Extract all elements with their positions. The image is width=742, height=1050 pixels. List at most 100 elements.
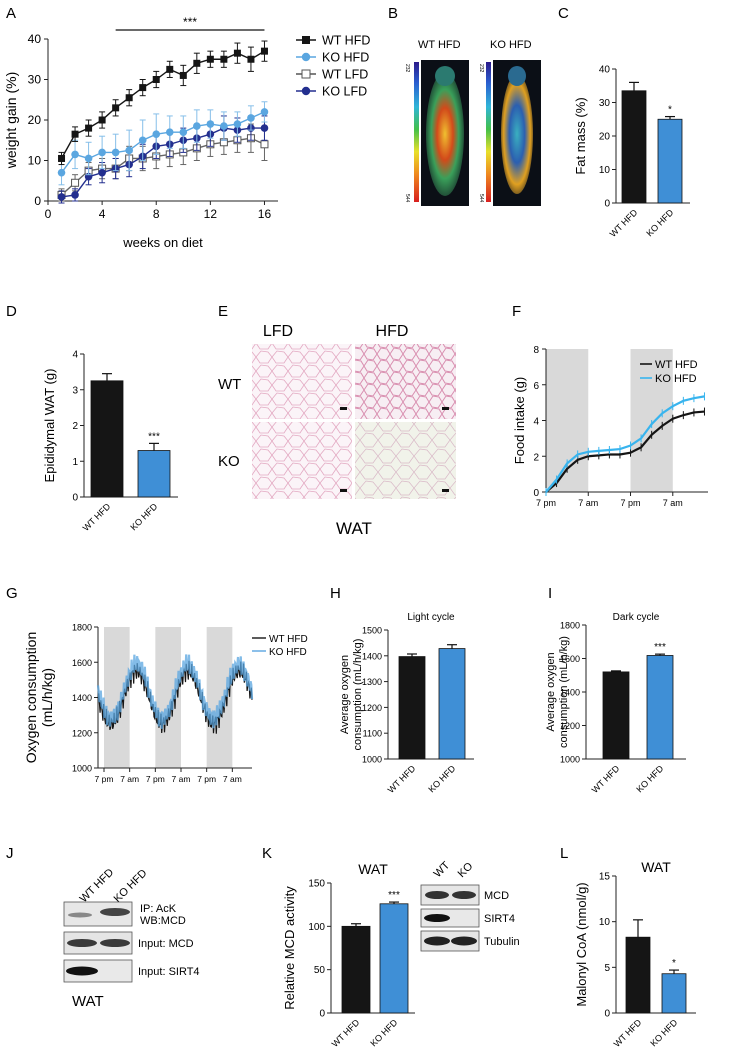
y-axis-label: Relative MCD activity [282,886,297,1010]
y-tick-label: 1000 [362,755,382,765]
category-label: KO HFD [634,763,665,794]
data-point [220,122,228,130]
blot-lane-wt: WT [432,859,453,880]
histology-wt-lfd [252,344,352,419]
significance-marker: *** [183,15,197,29]
y-tick-label: 0 [604,199,610,210]
x-tick-label: 0 [45,207,52,221]
y-tick-label: 1000 [560,755,580,765]
y-tick-label: 1300 [362,677,382,687]
panel-label-a: A [6,5,16,22]
legend-marker [302,36,310,44]
x-tick-label: 7 pm [536,498,556,508]
y-tick-label: 20 [28,113,42,127]
data-point [193,122,201,130]
data-point [57,168,66,177]
y-tick-label: 1200 [362,703,382,713]
data-point [98,116,106,124]
y-tick-label: 30 [28,73,42,87]
data-point [85,124,93,132]
y-tick-label: 20 [599,132,611,143]
food-intake-chart: 0 2 4 6 8 7 pm 7 am 7 pm 7 am Food intake (g) WT H… [512,345,708,508]
data-point [98,148,106,157]
scale-bottom-ko: 544 [478,194,484,203]
data-point [233,49,241,57]
bar-ko-hfd [438,648,466,760]
y-tick-label: 10 [599,917,611,928]
y-axis-label: Epididymal WAT (g) [42,369,57,483]
y-axis-label: Average oxygen [545,652,557,731]
mri-body-ko [501,74,533,194]
significance-marker: * [672,958,676,969]
mri-body-wt [426,72,464,196]
category-label: WT HFD [590,763,622,795]
y-tick-label: 0 [319,1009,325,1020]
panel-label-h: H [330,585,341,602]
series-line [60,50,265,159]
category-label: KO HFD [128,501,159,532]
y-tick-label: 150 [308,879,325,890]
panel-label-c: C [558,5,569,22]
mri-label-ko: KO HFD [490,39,532,51]
y-tick-label: 1100 [363,729,382,739]
bar-ko-hfd [657,118,683,204]
data-point [71,130,79,138]
data-point [112,104,120,112]
light-cycle-chart: 1000 1100 1200 1300 1400 1500 WT HFD KO HFD Ligh… [339,612,474,795]
mri-head-wt [435,66,455,86]
y-tick-label: 100 [308,922,325,933]
data-point [233,120,242,128]
y-axis-label: Average oxygen [339,655,351,734]
y-tick-label: 1400 [560,688,580,698]
y-tick-label: 8 [533,345,539,356]
x-tick-label: 4 [99,207,106,221]
y-tick-label: 15 [599,872,611,883]
series-line [96,654,254,729]
panel-label-l: L [560,845,568,862]
scale-bar [442,489,449,492]
panel-label-g: G [6,585,18,602]
data-point [247,114,255,122]
y-tick-label: 2 [72,421,78,432]
blot-lane-wt: WT HFD [78,866,117,905]
y-tick-label: 1600 [560,654,580,664]
y-tick-label: 1 [72,457,78,468]
y-tick-label: 5 [604,963,610,974]
panel-label-k: K [262,845,272,862]
data-point [179,128,188,136]
y-tick-label: 30 [599,98,611,109]
data-point [206,55,214,63]
y-axis-label: consumption (mL/h/kg) [352,639,364,751]
y-tick-label: 1200 [560,721,580,731]
blot-strip [420,884,480,906]
histology-wt-hfd [355,344,456,419]
colorbar-wt [414,62,419,202]
y-tick-label: 0 [34,194,41,208]
data-point [206,120,215,128]
legend-marker [301,52,311,62]
epididymal-wat-chart: 0 1 2 3 4 WT HFD *** KO HFD Epididymal WAT (g) [42,350,178,533]
malonyl-coa-chart: 0 5 10 15 WT HFD * KO HFD WAT Malonyl CoA (nmol/… [574,859,696,1049]
dark-period-shading [104,627,130,768]
bar-ko-hfd [379,903,409,1014]
significance-marker: *** [654,642,666,653]
significance-marker: *** [148,431,160,442]
category-label: WT HFD [608,207,640,239]
x-tick-label: 8 [153,207,160,221]
y-tick-label: 40 [28,32,42,46]
panel-label-e: E [218,303,228,320]
histology-col-lfd: LFD [263,323,293,340]
legend-label: KO HFD [269,647,307,658]
data-point [260,108,269,116]
blot-label-tubulin: Tubulin [484,936,520,948]
histology-caption: WAT [336,519,372,538]
category-label: KO HFD [644,207,675,238]
data-point [71,150,79,159]
panel-label-f: F [512,303,521,320]
data-point [247,55,255,63]
data-point [260,124,269,132]
data-point [166,65,174,73]
y-axis-label: Malonyl CoA (nmol/g) [574,882,589,1006]
y-tick-label: 4 [72,350,78,361]
